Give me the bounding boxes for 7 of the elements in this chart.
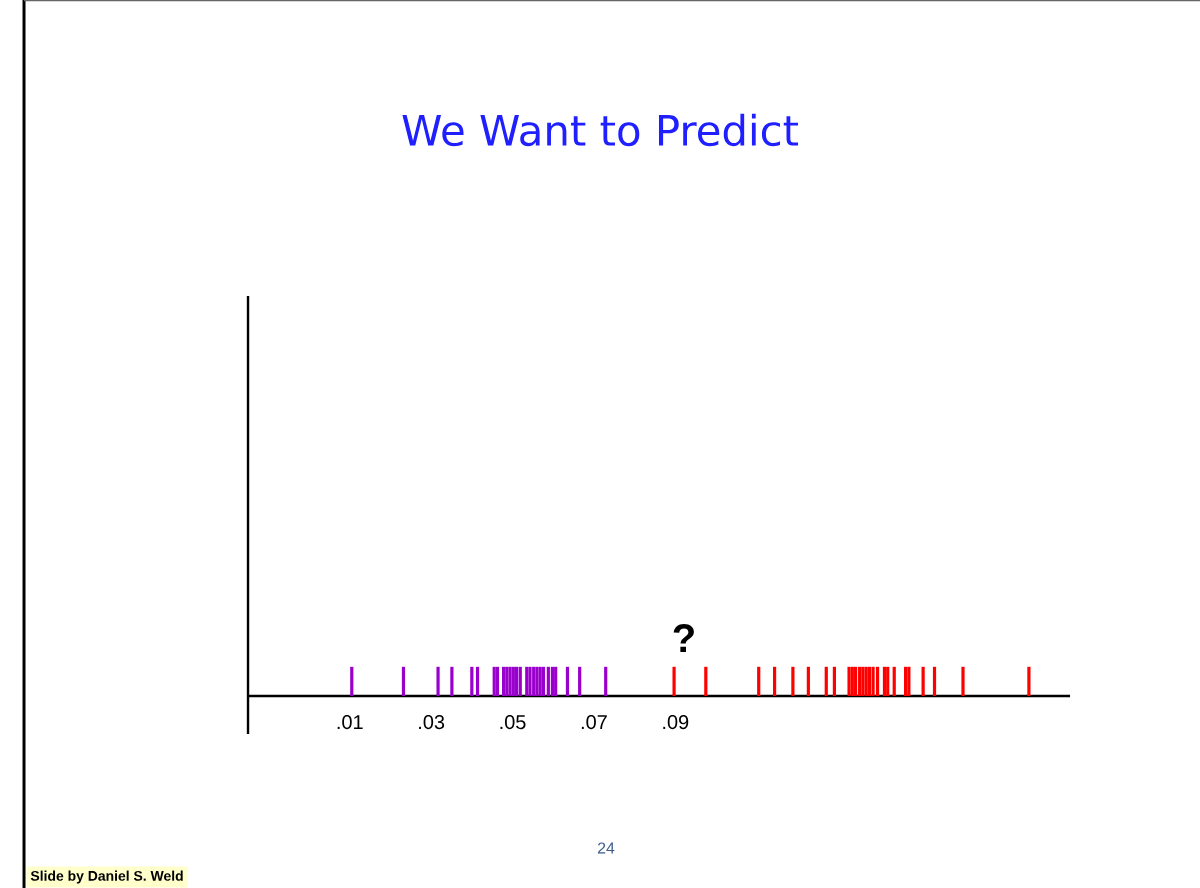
x-tick-label: .03 (419, 715, 445, 730)
chart-title: We Want to Predict (402, 113, 799, 147)
x-tick-label: .07 (581, 715, 607, 730)
text: ? (673, 624, 694, 652)
x-tick-label: .01 (337, 715, 363, 730)
x-tick-label: .09 (663, 715, 689, 730)
x-tick-label: .05 (500, 715, 526, 730)
